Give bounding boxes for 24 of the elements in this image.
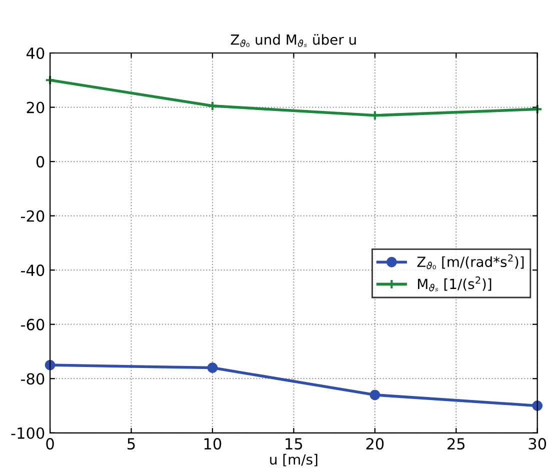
x-tick-label: 0 [46, 438, 54, 450]
y-tick-label: -100 [11, 427, 44, 439]
point [44, 74, 56, 86]
x-tick-label: 25 [448, 438, 465, 450]
y-tick-label: 40 [26, 47, 44, 60]
x-tick-label: 5 [128, 438, 135, 450]
y-tick-label: -80 [20, 373, 44, 385]
x-tick-label: 10 [204, 438, 222, 450]
x-tick-label: 20 [366, 438, 384, 450]
point [207, 362, 218, 373]
chart-title: Z$_{ϑ₀}$ und M$_{ϑₛ}$ über u [230, 34, 356, 48]
x-tick-label: 30 [528, 438, 546, 450]
x-tick-label: 15 [286, 438, 302, 450]
point [207, 100, 218, 112]
x-axis-title: u [m/s] [270, 454, 318, 466]
y-tick-label: -60 [20, 318, 44, 330]
legend-label: Z$_{ϑ₀}$ [m/(rad*s$^{2}$)] [417, 254, 524, 270]
y-tick-label: 0 [36, 156, 44, 168]
y-tick-label: 20 [26, 102, 44, 114]
y-tick-label: -40 [20, 264, 44, 276]
point [370, 390, 380, 400]
legend-label: M$_{ϑₛ}$ [1/(s$^{2}$)] [418, 276, 492, 292]
point [532, 400, 543, 411]
y-tick-label: -20 [20, 210, 44, 222]
